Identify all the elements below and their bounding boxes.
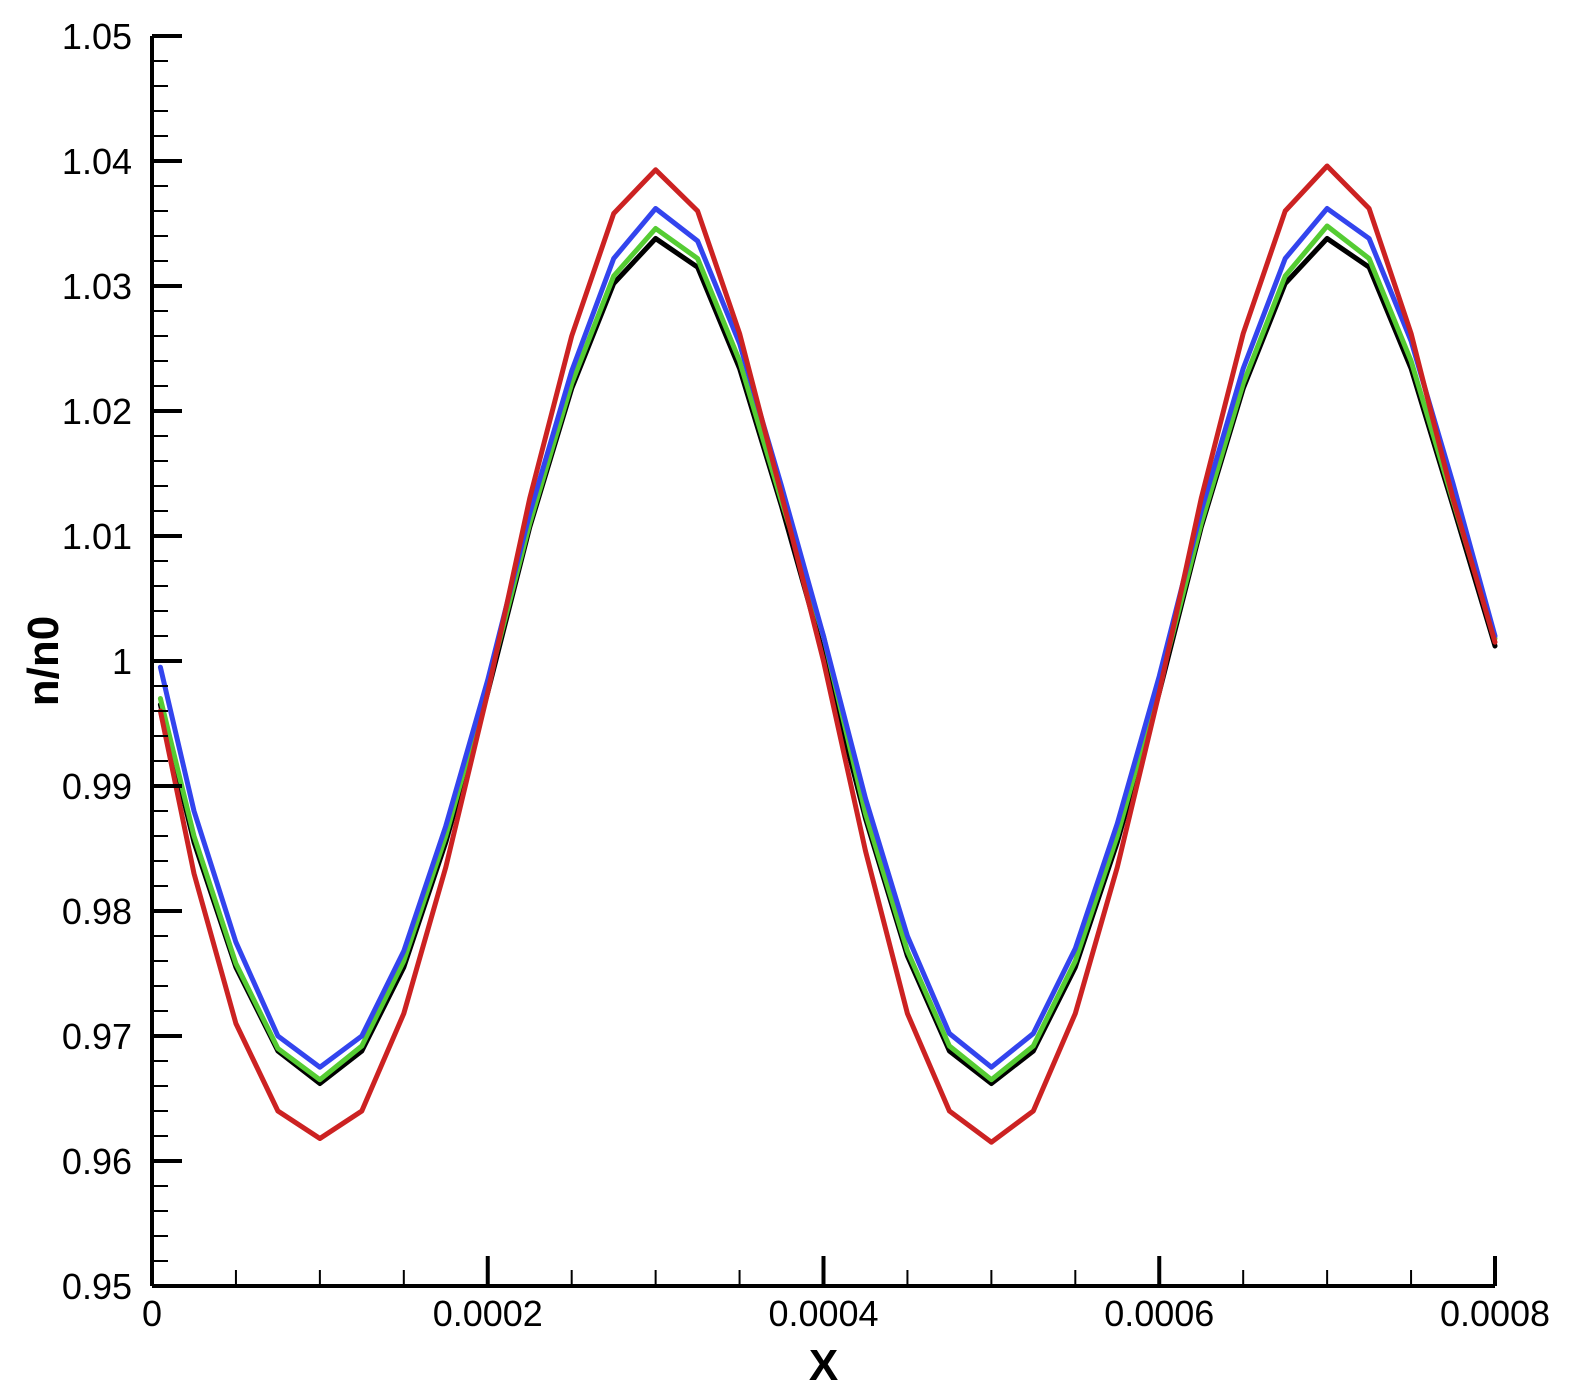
y-tick-label: 0.97 xyxy=(62,1016,132,1057)
y-tick-label: 0.95 xyxy=(62,1266,132,1307)
y-tick-label: 1 xyxy=(112,641,132,682)
y-tick-label: 1.05 xyxy=(62,16,132,57)
series-layer xyxy=(157,163,1498,1145)
y-axis-title: n/n0 xyxy=(19,616,68,706)
series-line-3 xyxy=(157,206,1498,1070)
y-tick-label: 0.99 xyxy=(62,766,132,807)
y-tick-label: 1.03 xyxy=(62,266,132,307)
y-tick-label: 0.96 xyxy=(62,1141,132,1182)
x-tick-label: 0.0002 xyxy=(433,1293,543,1334)
x-tick-label: 0.0006 xyxy=(1104,1293,1214,1334)
y-tick-label: 0.98 xyxy=(62,891,132,932)
y-tick-label: 1.02 xyxy=(62,391,132,432)
x-tick-label: 0.0004 xyxy=(768,1293,878,1334)
x-tick-label: 0 xyxy=(142,1293,162,1334)
x-axis-title: X xyxy=(809,1341,838,1390)
y-tick-label: 1.01 xyxy=(62,516,132,557)
x-tick-label: 0.0008 xyxy=(1440,1293,1550,1334)
axis-layer: 0.95 0.96 0.97 0.98 0.99 1 1.01 1.02 1.03 1.04 1.0… xyxy=(62,16,1550,1334)
series-line-4 xyxy=(157,163,1498,1145)
y-tick-label: 1.04 xyxy=(62,141,132,182)
